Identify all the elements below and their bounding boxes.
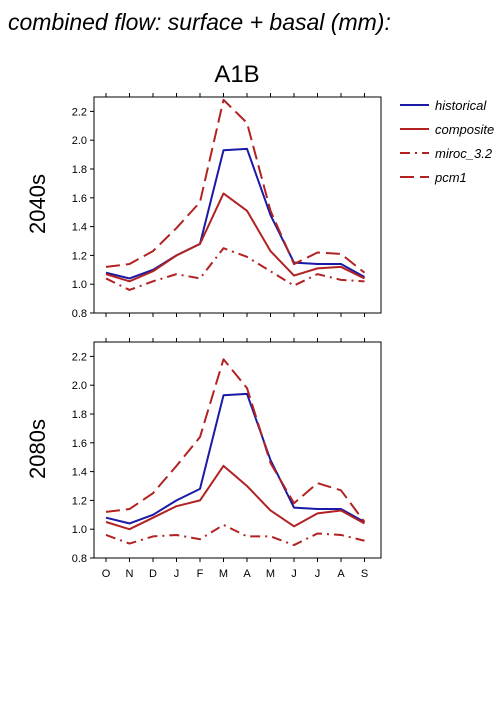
panel-2040s: 0.8 1.0 1.2 1.4 1.6 1.8 2.0 2.2 2040s [25,93,382,320]
y-tick-label: 1.4 [72,467,87,479]
y-tick-label: 1.6 [72,193,87,205]
legend-label: composite [435,122,494,137]
y-tick-label: 1.4 [72,222,87,234]
scenario-title: A1B [214,61,259,88]
x-tick-label: O [102,568,111,580]
row-label: 2040s [25,174,50,234]
series-line-composite [105,464,365,531]
series-line-pcm1 [105,98,366,274]
y-tick-label: 2.2 [72,351,87,363]
x-tick-label: J [291,568,297,580]
y-tick-label: 0.8 [72,553,87,565]
series-line-historical [105,147,365,280]
y-tick-label: 1.0 [72,524,87,536]
plot-frame [93,341,382,559]
x-tick-label: J [174,568,180,580]
y-tick-label: 1.2 [72,495,87,507]
x-tick-label: M [219,568,228,580]
legend-label: miroc_3.2 [435,146,493,161]
x-tick-label: A [337,568,345,580]
y-tick-label: 2.0 [72,380,87,392]
series-line-miroc-3-2 [105,523,365,547]
x-tick-label: S [361,568,368,580]
y-tick-label: 0.8 [72,308,87,320]
y-tick-label: 2.0 [72,135,87,147]
row-label: 2080s [25,419,50,479]
y-tick-label: 1.8 [72,409,87,421]
series-line-composite [105,192,365,283]
series-line-pcm1 [105,358,366,523]
series-line-historical [105,392,365,525]
legend-label: pcm1 [434,170,467,185]
x-tick-label: M [266,568,275,580]
y-tick-label: 1.2 [72,250,87,262]
x-tick-label: D [149,568,157,580]
y-tick-label: 1.0 [72,279,87,291]
page-title: combined flow: surface + basal (mm): [8,9,391,35]
plot-frame [93,96,382,314]
x-tick-label: F [197,568,204,580]
legend-label: historical [435,98,487,113]
legend: historical composite miroc_3.2 pcm1 [400,98,494,185]
x-tick-label: A [243,568,251,580]
y-tick-label: 2.2 [72,106,87,118]
x-tick-label: J [315,568,321,580]
y-tick-label: 1.6 [72,438,87,450]
panel-2080s: 0.8 1.0 1.2 1.4 1.6 1.8 2.0 2.2 O N D J F M A M J J A S 2080… [25,338,382,580]
series-line-miroc-3-2 [105,247,365,291]
chart-panels: 0.8 1.0 1.2 1.4 1.6 1.8 2.0 2.2 2040s 0.8 1.0 1.2 1.… [25,93,382,580]
x-tick-label: N [126,568,134,580]
y-tick-label: 1.8 [72,164,87,176]
